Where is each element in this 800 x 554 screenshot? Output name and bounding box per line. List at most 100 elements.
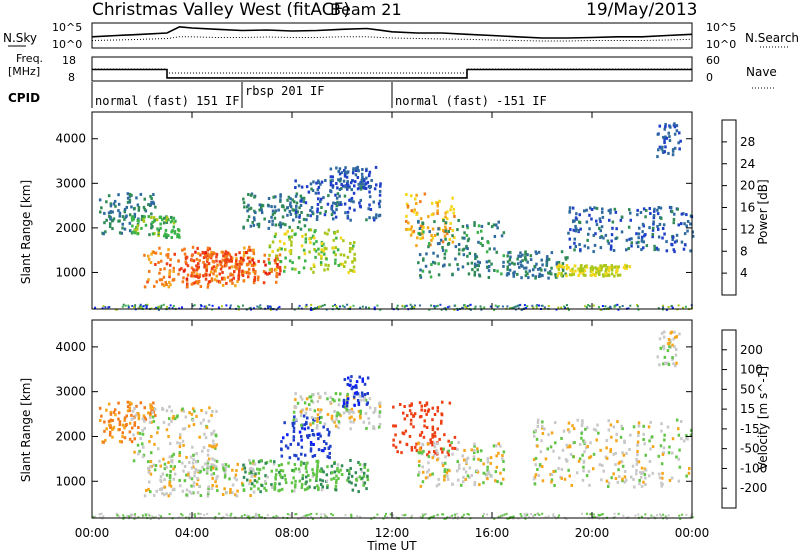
heat-cell — [349, 241, 352, 245]
heat-cell — [543, 268, 547, 272]
heat-cell — [153, 468, 157, 472]
heat-cell — [315, 512, 318, 515]
heat-cell — [586, 444, 589, 448]
heat-cell — [532, 268, 535, 272]
heat-cell — [601, 305, 604, 307]
heat-cell — [427, 468, 431, 472]
heat-cell — [583, 265, 587, 269]
heat-cell — [636, 440, 640, 444]
heat-cell — [207, 490, 210, 494]
heat-cell — [240, 262, 243, 266]
heat-cell — [274, 257, 278, 261]
heat-cell — [602, 264, 606, 268]
heat-cell — [431, 515, 434, 518]
heat-cell — [322, 249, 326, 253]
heat-cell — [355, 386, 358, 390]
heat-cell — [492, 223, 496, 227]
heat-cell — [352, 265, 356, 269]
heat-cell — [308, 485, 311, 489]
heat-cell — [427, 408, 431, 412]
heat-cell — [407, 221, 410, 225]
heat-cell — [642, 432, 645, 436]
heat-cell — [615, 271, 618, 275]
heat-cell — [606, 273, 609, 277]
heat-cell — [349, 427, 352, 431]
heat-cell — [273, 211, 276, 215]
heat-cell — [359, 187, 363, 191]
heat-cell — [363, 393, 367, 396]
heat-cell — [270, 485, 274, 489]
heat-cell — [291, 489, 294, 493]
heat-cell — [473, 444, 476, 448]
heat-cell — [667, 306, 670, 308]
y-tick-label: 4000 — [55, 340, 86, 354]
heat-cell — [336, 248, 340, 252]
heat-cell — [555, 263, 559, 267]
heat-cell — [353, 208, 356, 212]
heat-cell — [319, 263, 323, 267]
heat-cell — [350, 410, 353, 414]
heat-cell — [663, 330, 666, 334]
heat-cell — [550, 473, 554, 477]
heat-cell — [320, 206, 323, 209]
heat-cell — [573, 248, 576, 252]
heat-cell — [185, 455, 188, 459]
heat-cell — [437, 482, 441, 486]
heat-cell — [349, 218, 352, 222]
heat-cell — [187, 515, 190, 518]
heat-cell — [305, 420, 308, 424]
heat-cell — [615, 236, 619, 240]
heat-cell — [168, 280, 171, 284]
heat-cell — [355, 166, 358, 170]
heat-cell — [473, 265, 477, 269]
heat-cell — [165, 409, 169, 413]
heat-cell — [535, 307, 538, 310]
heat-cell — [238, 268, 241, 272]
heat-cell — [162, 221, 166, 225]
heat-cell — [178, 436, 182, 440]
heat-cell — [461, 248, 465, 252]
heat-cell — [642, 480, 645, 484]
heat-cell — [454, 257, 457, 261]
heat-cell — [638, 226, 641, 230]
heat-cell — [685, 474, 688, 478]
heat-cell — [620, 460, 624, 464]
heat-cell — [662, 451, 665, 455]
heat-cell — [172, 269, 175, 273]
heat-cell — [663, 127, 666, 131]
heat-cell — [185, 493, 188, 497]
heat-cell — [449, 221, 452, 225]
heat-cell — [263, 486, 266, 490]
heat-cell — [486, 513, 489, 516]
heat-cell — [431, 440, 434, 444]
heat-cell — [289, 205, 293, 209]
heat-cell — [275, 254, 278, 258]
heat-cell — [157, 308, 160, 311]
heat-cell — [327, 447, 331, 450]
heat-cell — [367, 417, 370, 420]
heat-cell — [192, 481, 196, 485]
heat-cell — [335, 474, 338, 478]
heat-cell — [313, 418, 316, 422]
heat-cell — [667, 338, 671, 341]
heat-cell — [538, 272, 541, 276]
heat-cell — [443, 478, 446, 482]
heat-cell — [442, 219, 445, 223]
heat-cell — [181, 306, 183, 309]
heat-cell — [336, 469, 339, 473]
heat-cell — [566, 307, 569, 310]
heat-cell — [442, 228, 445, 232]
heat-cell — [215, 255, 218, 259]
heat-cell — [299, 204, 303, 207]
heat-cell — [437, 273, 441, 277]
heat-cell — [249, 224, 253, 228]
heat-cell — [326, 202, 330, 206]
heat-cell — [118, 420, 122, 424]
heat-cell — [443, 252, 447, 256]
heat-cell — [109, 210, 112, 214]
heat-cell — [218, 260, 222, 264]
heat-cell — [589, 455, 593, 459]
heat-cell — [250, 263, 254, 267]
heat-cell — [170, 409, 173, 413]
